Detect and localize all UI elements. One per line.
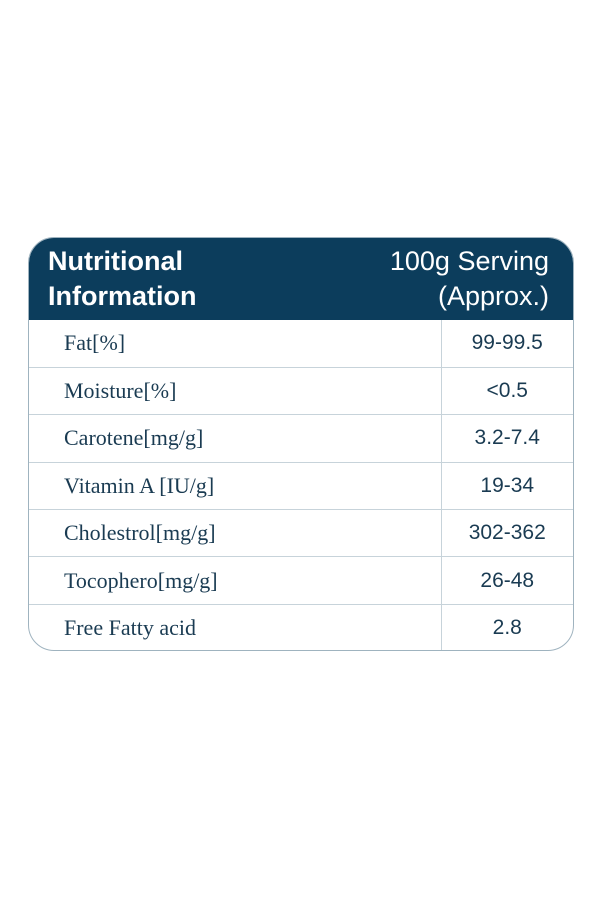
nutrition-table-card: Nutritional Information 100g Serving (Ap… bbox=[28, 237, 574, 651]
nutrient-name: Cholestrol[mg/g] bbox=[29, 509, 442, 557]
header-title: Nutritional Information bbox=[48, 244, 197, 314]
nutrient-name: Carotene[mg/g] bbox=[29, 414, 442, 463]
table-row: Moisture[%] <0.5 bbox=[29, 366, 573, 415]
table-row: Carotene[mg/g] 3.2-7.4 bbox=[29, 414, 573, 463]
nutrient-value: <0.5 bbox=[441, 366, 573, 415]
nutrient-value: 26-48 bbox=[441, 556, 573, 605]
table-row: Vitamin A [IU/g] 19-34 bbox=[29, 461, 573, 510]
serving-size-label: 100g Serving (Approx.) bbox=[390, 244, 549, 314]
header-title-line-1: Nutritional bbox=[48, 246, 183, 276]
table-header: Nutritional Information 100g Serving (Ap… bbox=[29, 238, 573, 320]
nutrient-name: Tocophero[mg/g] bbox=[29, 556, 442, 605]
nutrient-table: Fat[%] 99-99.5 Moisture[%] <0.5 Carotene… bbox=[29, 320, 573, 650]
nutrient-value: 302-362 bbox=[441, 509, 573, 557]
nutrient-value: 19-34 bbox=[441, 461, 573, 510]
nutrient-value: 2.8 bbox=[441, 603, 573, 650]
table-row: Fat[%] 99-99.5 bbox=[29, 320, 573, 368]
nutrient-name: Fat[%] bbox=[29, 320, 442, 368]
nutrient-value: 3.2-7.4 bbox=[441, 414, 573, 463]
table-row: Free Fatty acid 2.8 bbox=[29, 603, 573, 650]
nutrient-name: Free Fatty acid bbox=[29, 603, 442, 650]
nutrient-name: Moisture[%] bbox=[29, 366, 442, 415]
nutrient-name: Vitamin A [IU/g] bbox=[29, 461, 442, 510]
table-row: Cholestrol[mg/g] 302-362 bbox=[29, 509, 573, 557]
nutrient-value: 99-99.5 bbox=[471, 331, 543, 355]
serving-line-2: (Approx.) bbox=[437, 281, 549, 311]
table-row: Tocophero[mg/g] 26-48 bbox=[29, 556, 573, 605]
serving-line-1: 100g Serving bbox=[389, 246, 549, 276]
header-title-line-2: Information bbox=[48, 281, 197, 311]
